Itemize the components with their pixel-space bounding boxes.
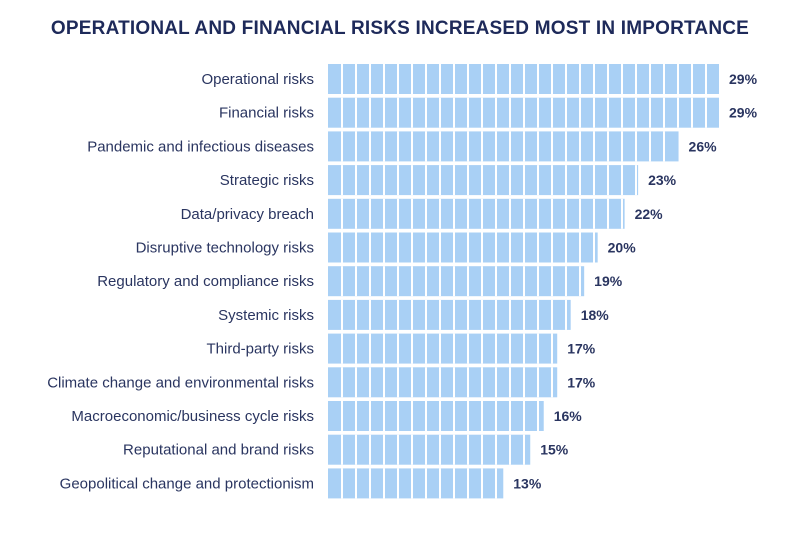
category-label: Systemic risks (218, 307, 314, 324)
bar-row: Strategic risks 23% (220, 165, 677, 196)
category-label: Geopolitical change and protectionism (60, 475, 314, 492)
bar-row: Systemic risks 18% (218, 299, 610, 330)
bar-row: Disruptive technology risks 20% (136, 232, 637, 263)
category-label: Financial risks (219, 105, 314, 122)
bar (328, 299, 571, 330)
bar-row: Operational risks 29% (201, 64, 758, 94)
category-label: Operational risks (201, 71, 314, 88)
bar (328, 198, 625, 229)
category-label: Data/privacy breach (181, 206, 314, 223)
category-label: Disruptive technology risks (136, 240, 314, 257)
bar-row: Reputational and brand risks 15% (123, 434, 569, 465)
chart-title: OPERATIONAL AND FINANCIAL RISKS INCREASE… (50, 18, 750, 39)
category-label: Reputational and brand risks (123, 442, 314, 459)
value-label: 16% (554, 408, 583, 424)
bar-row: Financial risks 29% (219, 97, 758, 128)
value-label: 13% (513, 475, 542, 491)
bar (328, 401, 544, 431)
value-label: 26% (689, 138, 718, 154)
category-label: Strategic risks (220, 172, 314, 189)
bar-row: Macroeconomic/business cycle risks 16% (71, 401, 582, 431)
bar (328, 367, 558, 398)
value-label: 15% (540, 442, 569, 458)
bar (328, 266, 585, 297)
value-label: 22% (635, 206, 664, 222)
category-label: Regulatory and compliance risks (97, 273, 314, 290)
bar (328, 165, 639, 196)
bar-row: Regulatory and compliance risks 19% (97, 266, 623, 297)
bar (328, 131, 679, 162)
bar (328, 232, 598, 263)
category-label: Third-party risks (206, 341, 314, 358)
value-label: 19% (594, 273, 623, 289)
bar-row: Pandemic and infectious diseases 26% (87, 131, 718, 162)
category-label: Macroeconomic/business cycle risks (71, 408, 314, 425)
category-label: Climate change and environmental risks (47, 374, 314, 391)
bar-row: Climate change and environmental risks 17… (47, 367, 596, 398)
bar-row: Third-party risks 17% (206, 333, 596, 364)
bar-row: Data/privacy breach 22% (181, 198, 664, 229)
value-label: 17% (567, 341, 596, 357)
value-label: 23% (648, 172, 677, 188)
value-label: 17% (567, 374, 596, 390)
bar (328, 468, 504, 499)
value-label: 18% (581, 307, 610, 323)
bar (328, 333, 558, 364)
bar-row: Geopolitical change and protectionism 13% (60, 468, 542, 499)
value-label: 29% (729, 105, 758, 121)
category-label: Pandemic and infectious diseases (87, 138, 314, 155)
value-label: 29% (729, 71, 758, 87)
bar (328, 434, 531, 465)
value-label: 20% (608, 240, 637, 256)
